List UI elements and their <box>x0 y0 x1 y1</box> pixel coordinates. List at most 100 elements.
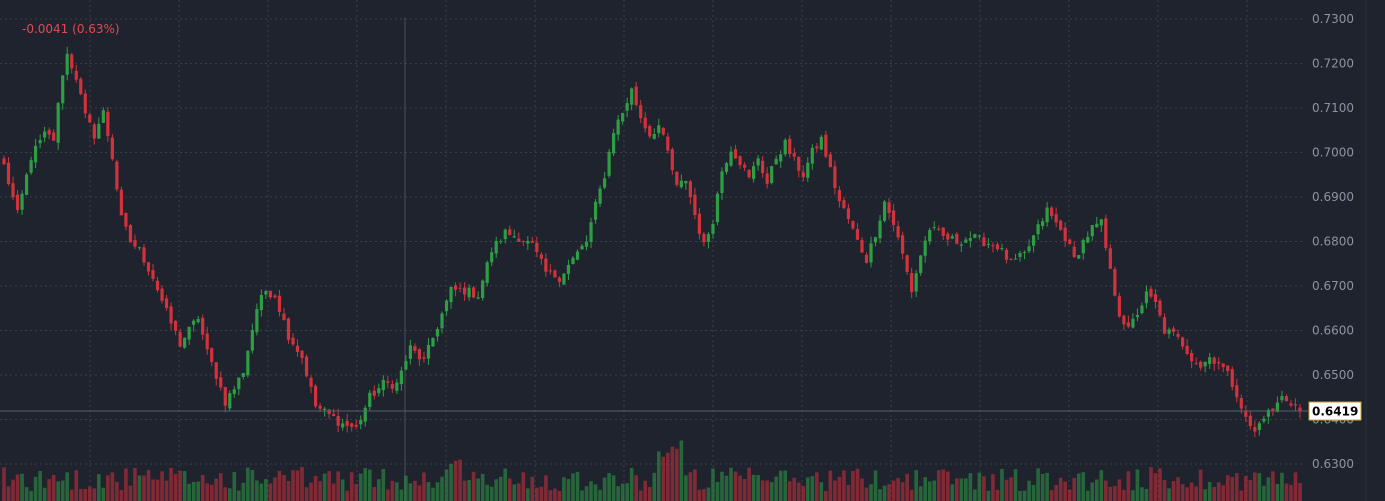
candle-body <box>1230 369 1234 387</box>
candle-body <box>20 193 24 210</box>
change-indicator: -0.0041 (0.63%) <box>22 22 120 36</box>
candle-body <box>508 229 512 235</box>
candle-body <box>173 320 178 331</box>
candle-body <box>995 244 1000 250</box>
candle-body <box>720 171 724 194</box>
volume-bar <box>83 489 88 501</box>
price-axis[interactable]: 0.7300 0.7200 0.7100 0.7000 0.6900 0.6800 0.67… <box>1312 12 1354 471</box>
volume-bar <box>313 475 318 501</box>
volume-bar <box>1013 469 1018 501</box>
volume-bar <box>900 482 905 501</box>
candle-body <box>1180 337 1185 347</box>
candle-body <box>964 239 968 243</box>
volume-bar <box>815 472 819 501</box>
volume-bar <box>286 481 291 501</box>
price-axis-tick-label: 0.6700 <box>1312 279 1354 293</box>
volume-bar <box>187 483 191 501</box>
volume-bar <box>1081 472 1086 501</box>
price-axis-tick-label: 0.6300 <box>1312 457 1354 471</box>
candle-body <box>277 295 282 312</box>
candle-body <box>1004 249 1009 260</box>
candle-body <box>878 220 882 239</box>
volume-bar <box>1257 473 1262 501</box>
candle-body <box>1293 404 1298 406</box>
candle-body <box>11 183 15 198</box>
candle-body <box>539 254 543 259</box>
volume-bar <box>756 475 760 501</box>
candle-body <box>950 236 954 239</box>
volume-bar <box>1144 488 1149 501</box>
volume-bar <box>973 489 977 501</box>
volume-bar <box>435 482 440 501</box>
volume-bar <box>1049 490 1054 501</box>
volume-bar <box>833 480 837 501</box>
candle-body <box>982 237 986 247</box>
volume-bar <box>106 475 110 501</box>
volume-bar <box>783 470 788 501</box>
volume-bar <box>137 475 142 501</box>
candle-body <box>309 377 313 387</box>
candle-body <box>806 162 810 178</box>
volume-bar <box>1063 481 1067 501</box>
candle-body <box>291 337 295 345</box>
volume-bar <box>65 472 70 501</box>
volume-bar <box>977 472 982 501</box>
candle-body <box>774 158 778 165</box>
candle-layer <box>2 46 1302 438</box>
candle-body <box>1113 269 1117 296</box>
candle-body <box>1208 357 1212 364</box>
candle-body <box>417 349 422 360</box>
candle-body <box>675 171 679 185</box>
volume-bar <box>796 482 801 501</box>
candle-body <box>426 344 431 359</box>
volume-bar <box>810 476 815 501</box>
volume-bar <box>738 475 742 501</box>
volume-bar <box>498 476 503 501</box>
volume-bar <box>526 488 530 501</box>
candle-body <box>110 137 114 160</box>
candle-body <box>1081 239 1085 254</box>
volume-bar <box>747 467 751 501</box>
volume-bar <box>787 481 792 501</box>
volume-bar <box>715 481 720 501</box>
candle-body <box>593 201 598 220</box>
volume-bar <box>905 473 909 501</box>
candle-body <box>738 156 742 166</box>
volume-bar <box>1198 469 1203 501</box>
candle-body <box>702 233 706 243</box>
candle-body <box>747 169 751 178</box>
volume-bar <box>950 484 955 501</box>
candle-body <box>422 357 426 359</box>
volume-bar <box>259 483 264 501</box>
volume-bar <box>742 478 747 501</box>
volume-bar <box>200 475 205 501</box>
candle-body <box>566 264 571 274</box>
candle-body <box>395 382 399 391</box>
candle-body <box>1257 423 1261 431</box>
candle-body <box>1022 252 1027 254</box>
volume-bar <box>300 467 304 501</box>
candle-body <box>797 156 801 171</box>
candle-body <box>923 240 927 256</box>
volume-bar <box>1140 487 1144 501</box>
candle-body <box>377 388 381 394</box>
candle-body <box>639 105 643 119</box>
volume-bar <box>318 481 322 501</box>
volume-bar <box>1221 485 1226 501</box>
volume-bar <box>1167 488 1171 501</box>
candle-body <box>313 385 318 407</box>
volume-bar <box>56 481 60 501</box>
volume-bar <box>1099 470 1104 501</box>
candle-body <box>440 313 444 329</box>
candle-body <box>1275 402 1280 412</box>
candle-body <box>1059 220 1063 230</box>
candle-body <box>842 200 846 209</box>
volume-bar <box>1090 482 1095 501</box>
volume-bar <box>42 487 47 501</box>
volume-bar <box>760 480 765 501</box>
candle-body <box>571 257 575 264</box>
candle-body <box>476 297 480 299</box>
volume-bar <box>616 486 620 501</box>
